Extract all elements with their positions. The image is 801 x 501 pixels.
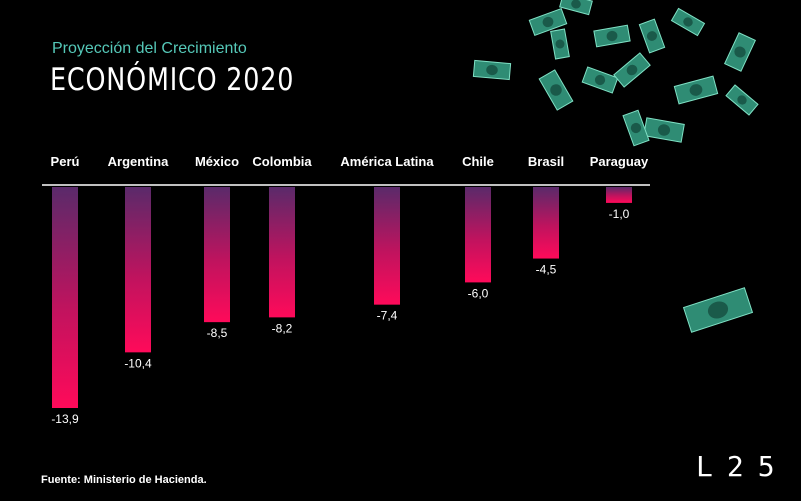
money-bill-icon — [682, 287, 754, 333]
category-label: México — [195, 154, 239, 169]
money-bill-icon — [613, 52, 651, 88]
money-bill-icon — [593, 24, 631, 48]
chart-title: ECONÓMICO 2020 — [50, 62, 295, 98]
money-bill-icon — [643, 117, 685, 143]
category-label: Chile — [462, 154, 494, 169]
money-bill-icon — [581, 66, 619, 94]
value-label: -4,5 — [536, 263, 557, 277]
value-label: -6,0 — [468, 286, 489, 300]
category-label: Brasil — [528, 154, 564, 169]
money-bill-icon — [550, 28, 570, 60]
bar — [533, 187, 559, 259]
money-bill-icon — [723, 32, 757, 72]
category-label: Colombia — [252, 154, 312, 169]
money-bill-icon — [725, 84, 759, 116]
money-bill-icon — [670, 7, 706, 37]
money-bill-icon — [538, 69, 574, 111]
money-bill-icon — [559, 0, 593, 16]
value-label: -8,5 — [207, 326, 228, 340]
bar — [125, 187, 151, 353]
money-bill-icon — [673, 75, 719, 105]
chart-subtitle: Proyección del Crecimiento — [52, 40, 247, 57]
money-bill-icon — [622, 109, 650, 147]
l25-logo: L25 — [696, 450, 789, 483]
value-label: -1,0 — [609, 207, 630, 221]
bar — [606, 187, 632, 203]
source-note: Fuente: Ministerio de Hacienda. — [41, 474, 207, 486]
money-bill-icon — [528, 8, 568, 36]
bar — [52, 187, 78, 408]
bar — [374, 187, 400, 305]
bar — [269, 187, 295, 318]
category-label: Paraguay — [590, 154, 649, 169]
money-bill-icon — [472, 59, 512, 81]
category-label: Argentina — [108, 154, 169, 169]
value-label: -7,4 — [377, 309, 398, 323]
category-label: América Latina — [340, 154, 434, 169]
category-label: Perú — [51, 154, 80, 169]
value-label: -10,4 — [124, 356, 152, 370]
value-label: -8,2 — [272, 321, 293, 335]
bar — [465, 187, 491, 283]
bar — [204, 187, 230, 323]
value-label: -13,9 — [51, 412, 79, 426]
money-bill-icon — [638, 18, 666, 54]
